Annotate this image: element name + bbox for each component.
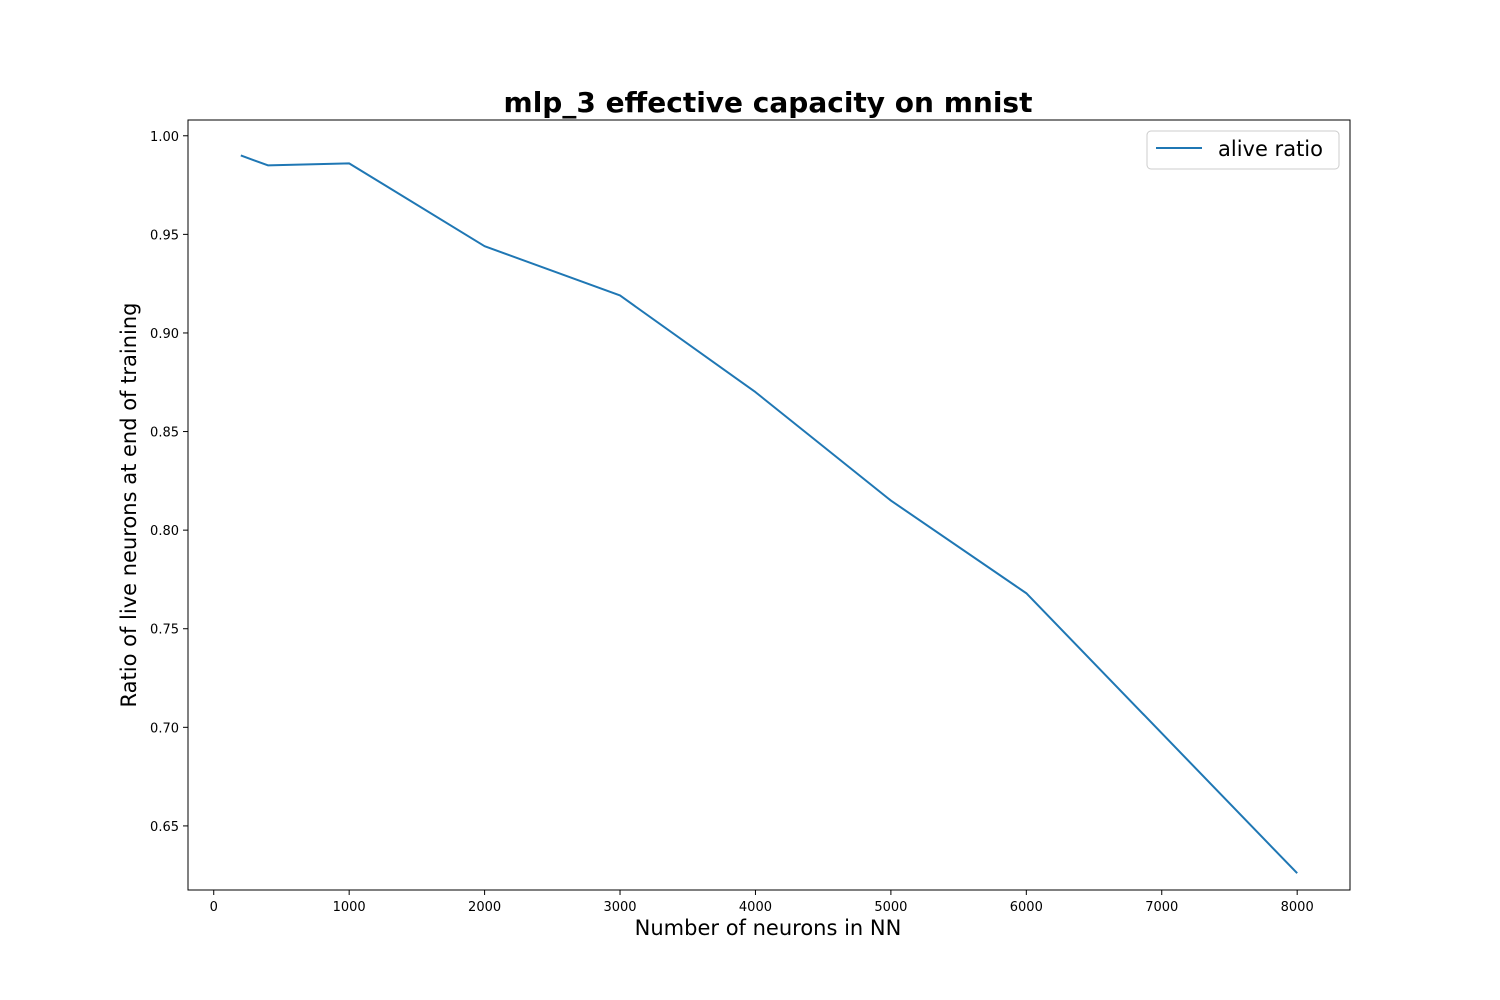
- series-layer: [240, 154, 1298, 874]
- y-tick-label: 0.95: [150, 228, 179, 243]
- x-tick-label: 6000: [1010, 900, 1043, 915]
- y-tick-label: 0.70: [150, 721, 179, 736]
- y-tick-label: 0.90: [150, 327, 179, 342]
- y-tick-label: 0.85: [150, 426, 179, 441]
- x-tick-label: 0: [210, 900, 218, 915]
- x-axis-ticks: 0 1000 2000 3000 4000 5000 6000 7000 8000: [210, 890, 1314, 915]
- y-tick-label: 1.00: [150, 130, 179, 145]
- x-axis-label: Number of neurons in NN: [635, 916, 902, 940]
- y-axis-ticks: 0.65 0.70 0.75 0.80 0.85 0.90 0.95 1.00: [150, 130, 188, 835]
- series-line-0: [240, 154, 1298, 874]
- legend-label: alive ratio: [1218, 137, 1323, 161]
- x-tick-label: 3000: [603, 900, 636, 915]
- x-tick-label: 1000: [333, 900, 366, 915]
- legend: alive ratio: [1146, 130, 1340, 170]
- plot-area: [187, 119, 1351, 891]
- y-tick-label: 0.65: [150, 820, 179, 835]
- x-tick-label: 4000: [739, 900, 772, 915]
- y-tick-label: 0.75: [150, 623, 179, 638]
- x-tick-label: 2000: [468, 900, 501, 915]
- y-axis-label: Ratio of live neurons at end of training: [117, 303, 141, 708]
- y-tick-label: 0.80: [150, 524, 179, 539]
- x-tick-label: 8000: [1281, 900, 1314, 915]
- x-tick-label: 5000: [874, 900, 907, 915]
- legend-box: [1146, 130, 1340, 170]
- x-tick-label: 7000: [1145, 900, 1178, 915]
- chart-title: mlp_3 effective capacity on mnist: [504, 86, 1033, 119]
